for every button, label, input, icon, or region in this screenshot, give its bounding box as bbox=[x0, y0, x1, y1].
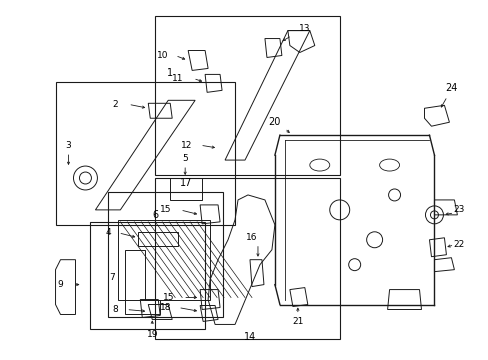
Text: 19: 19 bbox=[146, 330, 158, 339]
Bar bbox=[108, 192, 223, 318]
Text: 6: 6 bbox=[152, 210, 158, 220]
Text: 20: 20 bbox=[268, 117, 281, 127]
Text: 4: 4 bbox=[105, 228, 111, 237]
Text: 22: 22 bbox=[453, 240, 464, 249]
Text: 3: 3 bbox=[65, 141, 71, 150]
Bar bbox=[90, 222, 204, 329]
Text: 9: 9 bbox=[58, 280, 63, 289]
Text: 8: 8 bbox=[112, 305, 118, 314]
Text: 15: 15 bbox=[159, 206, 171, 215]
Text: 7: 7 bbox=[109, 273, 115, 282]
Bar bbox=[155, 178, 339, 339]
Text: 18: 18 bbox=[159, 303, 171, 312]
Text: 10: 10 bbox=[156, 51, 168, 60]
Text: 21: 21 bbox=[291, 317, 303, 326]
Text: 13: 13 bbox=[299, 24, 310, 33]
Text: 5: 5 bbox=[182, 154, 188, 163]
Text: 14: 14 bbox=[244, 332, 256, 342]
Bar bbox=[155, 15, 339, 175]
Text: 23: 23 bbox=[453, 206, 464, 215]
Text: 2: 2 bbox=[112, 100, 118, 109]
Text: 24: 24 bbox=[444, 84, 457, 93]
Bar bbox=[56, 82, 235, 225]
Text: 15: 15 bbox=[162, 293, 174, 302]
Text: 12: 12 bbox=[180, 141, 191, 150]
Text: 1: 1 bbox=[167, 68, 173, 78]
Text: 17: 17 bbox=[180, 178, 192, 188]
Text: 11: 11 bbox=[172, 74, 183, 83]
Text: 16: 16 bbox=[246, 233, 257, 242]
